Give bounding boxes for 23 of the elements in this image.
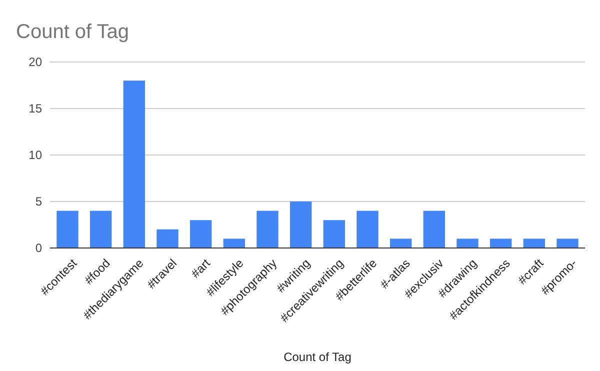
bar: [490, 238, 512, 248]
bar: [156, 229, 178, 248]
bar: [556, 238, 578, 248]
y-tick-label: 10: [28, 148, 42, 162]
bar: [256, 210, 278, 248]
bar: [356, 210, 378, 248]
bar: [56, 210, 78, 248]
y-tick-label: 0: [35, 241, 42, 256]
bar: [323, 220, 345, 248]
bar: [90, 210, 112, 248]
bar: [390, 238, 412, 248]
bar: [523, 238, 545, 248]
y-tick-label: 20: [28, 55, 42, 70]
bar: [223, 238, 245, 248]
y-tick-label: 5: [35, 194, 42, 209]
bar: [190, 220, 212, 248]
x-axis-title: Count of Tag: [284, 350, 352, 364]
chart-title: Count of Tag: [16, 21, 130, 43]
bar: [423, 210, 445, 248]
bar: [290, 202, 312, 248]
bar: [123, 80, 145, 248]
bar: [456, 238, 478, 248]
y-tick-label: 15: [28, 102, 42, 116]
